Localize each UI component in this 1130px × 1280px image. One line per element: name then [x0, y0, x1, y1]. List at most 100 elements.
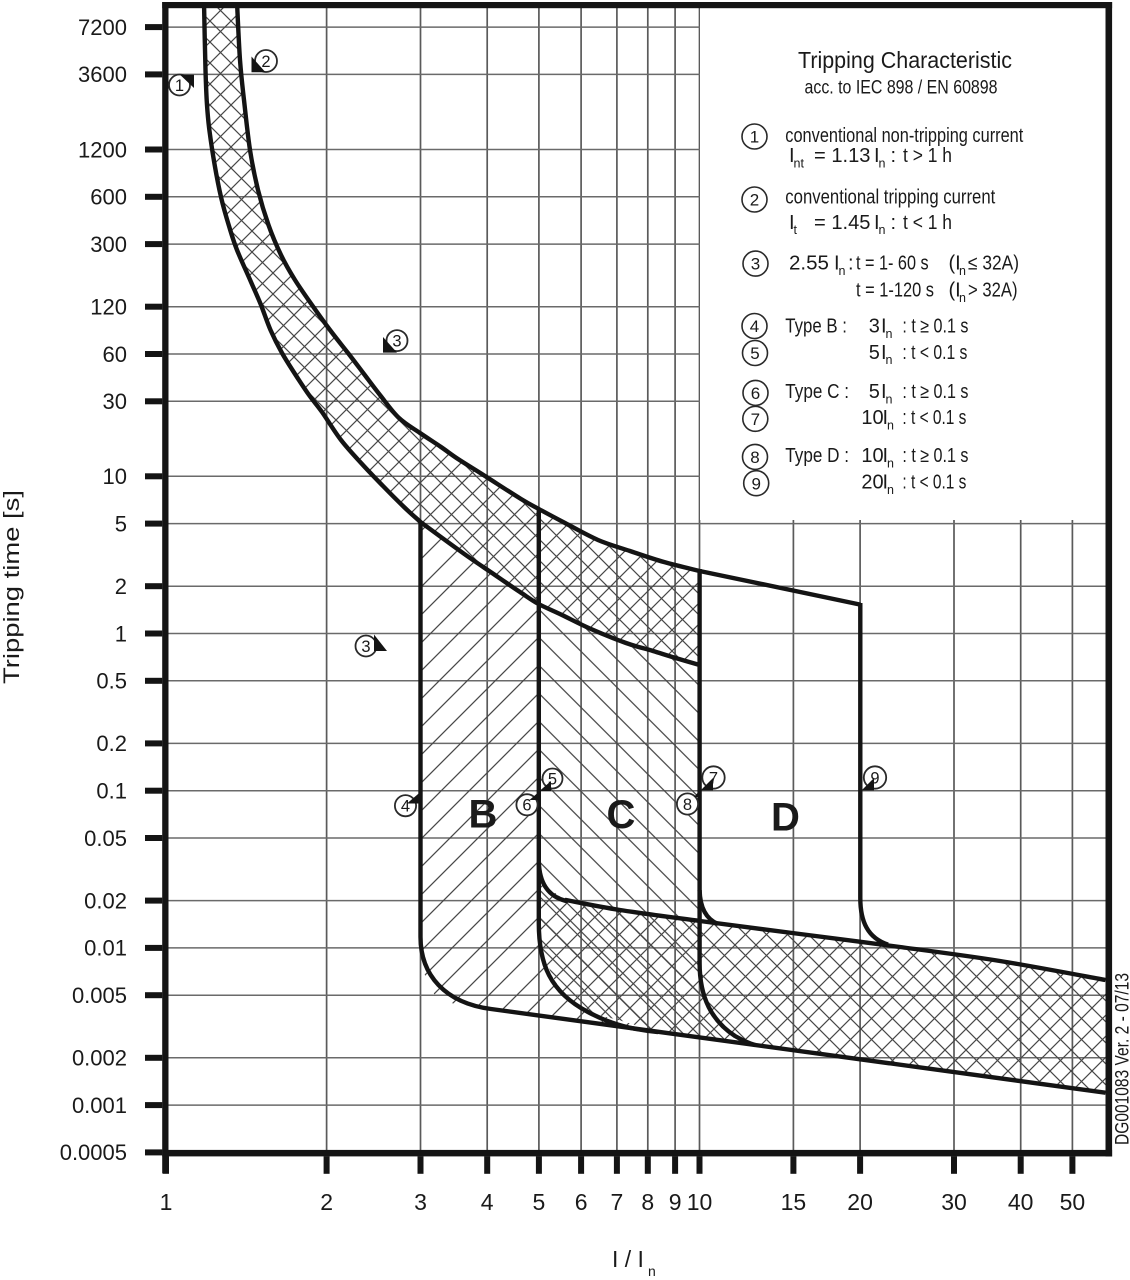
svg-text:nt: nt — [794, 157, 805, 171]
svg-text:(I: (I — [949, 253, 961, 275]
svg-text::: : — [848, 253, 854, 275]
svg-text:8: 8 — [750, 448, 759, 467]
svg-text:t: t — [794, 223, 798, 237]
svg-text:1: 1 — [750, 128, 759, 147]
svg-text:3: 3 — [414, 1189, 427, 1215]
svg-text:I: I — [883, 445, 889, 467]
svg-text:: t ≥ 0.1 s: : t ≥ 0.1 s — [902, 381, 968, 403]
svg-text:I: I — [789, 212, 795, 234]
svg-text:conventional tripping current: conventional tripping current — [785, 186, 995, 208]
svg-text:: t < 0.1 s: : t < 0.1 s — [902, 407, 966, 429]
svg-text:n: n — [887, 457, 894, 471]
svg-text:10: 10 — [861, 445, 883, 467]
svg-text:2.55: 2.55 — [789, 253, 829, 275]
svg-text:n: n — [879, 223, 886, 237]
svg-text:I: I — [881, 381, 887, 403]
svg-text:0.02: 0.02 — [84, 888, 127, 913]
svg-text:Type B :: Type B : — [785, 316, 847, 338]
svg-text:= 1.13: = 1.13 — [814, 145, 871, 167]
svg-text:I: I — [874, 212, 880, 234]
svg-text:n: n — [887, 483, 894, 497]
svg-text:I: I — [874, 145, 880, 167]
svg-text:1200: 1200 — [78, 137, 127, 162]
svg-text:0.05: 0.05 — [84, 826, 127, 851]
svg-text:C: C — [607, 793, 636, 837]
svg-text:t = 1-120 s: t = 1-120 s — [856, 280, 934, 302]
svg-text:10: 10 — [103, 464, 127, 489]
svg-text:: t < 0.1 s: : t < 0.1 s — [902, 342, 967, 364]
svg-text::: : — [891, 212, 897, 234]
svg-text:: t < 0.1 s: : t < 0.1 s — [902, 472, 966, 494]
svg-text:2: 2 — [320, 1189, 333, 1215]
svg-text:7: 7 — [751, 410, 760, 429]
svg-text::: : — [891, 145, 897, 167]
svg-text:10: 10 — [687, 1189, 713, 1215]
svg-text:9: 9 — [751, 474, 760, 493]
svg-text:4: 4 — [481, 1189, 494, 1215]
svg-text:= 1.45: = 1.45 — [814, 212, 871, 234]
svg-text:1: 1 — [160, 1189, 173, 1215]
svg-text:I: I — [881, 316, 887, 338]
svg-text:t = 1- 60 s: t = 1- 60 s — [856, 253, 929, 275]
svg-text:I / I: I / I — [612, 1246, 644, 1272]
svg-text:60: 60 — [103, 342, 127, 367]
svg-text:600: 600 — [90, 185, 127, 210]
svg-text:50: 50 — [1060, 1189, 1086, 1215]
svg-text:3600: 3600 — [78, 62, 127, 87]
svg-text:I: I — [883, 472, 889, 494]
svg-text:20: 20 — [861, 472, 883, 494]
svg-text:4: 4 — [401, 798, 410, 816]
svg-text:: t ≥ 0.1 s: : t ≥ 0.1 s — [902, 445, 968, 467]
svg-text:DG001083 Ver. 2 - 07/13: DG001083 Ver. 2 - 07/13 — [1113, 973, 1130, 1145]
svg-text:0.1: 0.1 — [96, 779, 127, 804]
svg-text:5: 5 — [869, 381, 880, 403]
svg-text:7: 7 — [709, 769, 718, 787]
svg-text:40: 40 — [1008, 1189, 1034, 1215]
svg-text:D: D — [771, 796, 800, 840]
svg-text:(I: (I — [949, 280, 961, 302]
svg-text:I: I — [881, 342, 887, 364]
svg-text:2: 2 — [115, 574, 127, 599]
svg-text:n: n — [959, 264, 966, 278]
svg-text:0.2: 0.2 — [96, 731, 127, 756]
svg-text:20: 20 — [847, 1189, 873, 1215]
svg-text:Tripping time [s]: Tripping time [s] — [0, 490, 24, 684]
svg-text:6: 6 — [522, 797, 531, 815]
svg-text:n: n — [648, 1263, 656, 1279]
svg-text:5: 5 — [533, 1189, 546, 1215]
svg-text:6: 6 — [575, 1189, 588, 1215]
svg-text:0.005: 0.005 — [72, 983, 127, 1008]
svg-text:9: 9 — [669, 1189, 682, 1215]
svg-text:I: I — [883, 407, 889, 429]
svg-text:: t ≥ 0.1 s: : t ≥ 0.1 s — [902, 316, 968, 338]
svg-text:7200: 7200 — [78, 15, 127, 40]
svg-text:3: 3 — [392, 333, 401, 351]
svg-text:> 32A): > 32A) — [968, 280, 1018, 302]
svg-text:I: I — [789, 145, 795, 167]
svg-text:10: 10 — [861, 407, 883, 429]
svg-text:6: 6 — [751, 384, 760, 403]
svg-text:8: 8 — [641, 1189, 654, 1215]
svg-text:2: 2 — [750, 191, 759, 210]
svg-text:0.0005: 0.0005 — [60, 1140, 127, 1165]
svg-text:n: n — [886, 353, 893, 367]
svg-text:5: 5 — [548, 770, 557, 788]
svg-text:Type D :: Type D : — [785, 445, 849, 467]
svg-text:300: 300 — [90, 232, 127, 257]
svg-text:9: 9 — [870, 769, 879, 787]
svg-text:≤ 32A): ≤ 32A) — [968, 253, 1019, 275]
svg-text:conventional non-tripping curr: conventional non-tripping current — [785, 125, 1023, 147]
svg-text:0.002: 0.002 — [72, 1046, 127, 1071]
svg-text:5: 5 — [750, 344, 759, 363]
svg-text:5: 5 — [115, 511, 127, 536]
svg-text:30: 30 — [941, 1189, 967, 1215]
svg-text:3: 3 — [751, 255, 760, 274]
svg-text:n: n — [839, 264, 846, 278]
svg-text:8: 8 — [683, 796, 692, 814]
svg-text:4: 4 — [750, 317, 759, 336]
svg-text:B: B — [469, 793, 498, 837]
svg-text:Tripping Characteristic: Tripping Characteristic — [798, 47, 1012, 73]
svg-text:Type C :: Type C : — [785, 381, 849, 403]
svg-text:5: 5 — [869, 342, 880, 364]
svg-text:n: n — [886, 392, 893, 406]
